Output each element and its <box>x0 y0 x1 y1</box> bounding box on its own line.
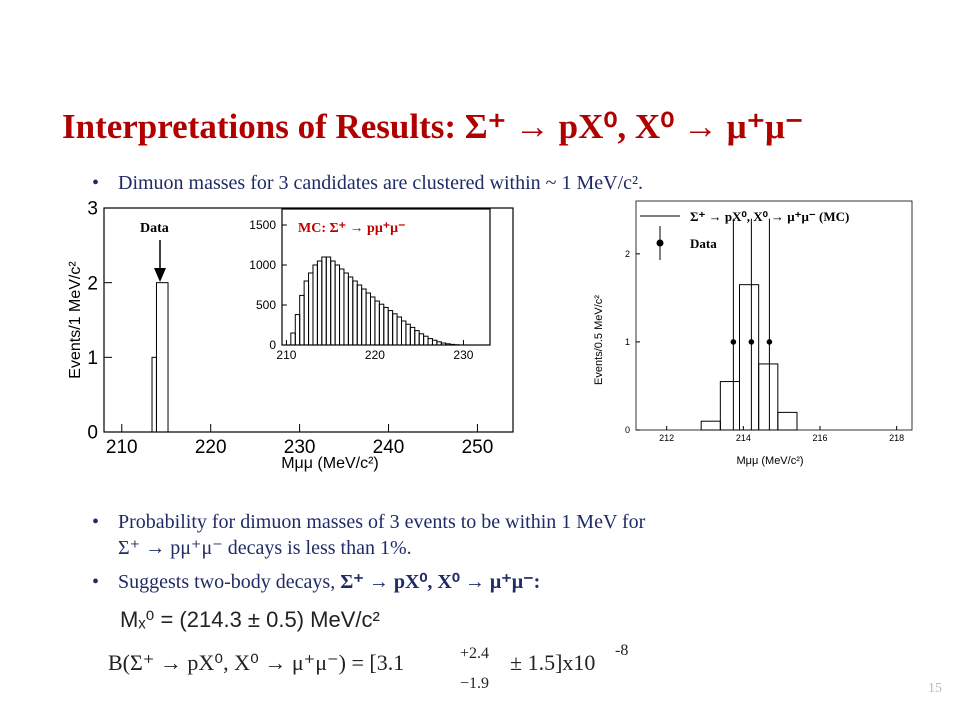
legend-marker <box>657 240 664 247</box>
x-tick-label: 214 <box>736 433 751 443</box>
x-tick-label: 220 <box>365 348 385 362</box>
y-tick-label: 0 <box>269 338 276 352</box>
y-tick-label: 500 <box>256 298 276 312</box>
y-axis-label: Events/0.5 MeV/c² <box>593 295 605 385</box>
x-axis-label: Mμμ (MeV/c²) <box>736 455 803 467</box>
x-tick-label: 216 <box>812 433 827 443</box>
bullet-text: Dimuon masses for 3 candidates are clust… <box>118 172 643 194</box>
bullet-text: Σ⁺ → pμ⁺μ⁻ decays is less than 1%. <box>118 537 412 559</box>
formula-br: B(Σ⁺ → pX⁰, X⁰ → μ⁺μ⁻) = [3.1 <box>108 650 404 675</box>
formula-br-lower: −1.9 <box>460 675 489 692</box>
y-tick-label: 2 <box>625 249 630 259</box>
histogram-bar <box>450 344 454 345</box>
y-tick-label: 1 <box>625 337 630 347</box>
bullet-text: Suggests two-body decays, Σ⁺ → pX⁰, X⁰ →… <box>118 571 540 593</box>
bullet-text-bold: Σ⁺ → pX⁰, X⁰ → μ⁺μ⁻: <box>340 571 540 593</box>
formula-br-exponent: -8 <box>615 642 628 659</box>
x-tick-label: 220 <box>195 437 227 458</box>
bullet-text: Probability for dimuon masses of 3 event… <box>118 511 646 533</box>
y-tick-label: 2 <box>87 273 98 294</box>
x-tick-label: 218 <box>889 433 904 443</box>
bullet-text: Suggests two-body decays, <box>118 571 340 593</box>
bullet-mark: • <box>92 511 99 533</box>
annotation: MC: Σ⁺ → pμ⁺μ⁻ <box>298 221 405 236</box>
legend-label: Data <box>690 236 717 251</box>
formula-mass: Mₓ⁰ = (214.3 ± 0.5) MeV/c² <box>120 607 380 632</box>
data-point <box>767 339 773 345</box>
x-tick-label: 210 <box>276 348 296 362</box>
x-tick-label: 210 <box>106 437 138 458</box>
bullet-mark: • <box>92 571 99 593</box>
y-tick-label: 1500 <box>249 218 276 232</box>
x-axis-label: Mμμ (MeV/c²) <box>281 455 379 472</box>
page-number: 15 <box>928 681 942 696</box>
plot-frame <box>636 201 912 430</box>
y-tick-label: 0 <box>625 425 630 435</box>
slide-title: Interpretations of Results: Σ⁺ → pX⁰, X⁰… <box>62 107 803 146</box>
data-point <box>749 339 755 345</box>
legend-label: Σ⁺ → pX⁰, X⁰ → μ⁺μ⁻ (MC) <box>690 209 849 224</box>
y-axis-label: Events/1 MeV/c² <box>67 261 84 379</box>
formula-br: ± 1.5]x10 <box>510 650 595 675</box>
data-point <box>731 339 737 345</box>
annotation: Data <box>140 221 169 236</box>
y-tick-label: 1000 <box>249 258 276 272</box>
x-tick-label: 250 <box>462 437 494 458</box>
x-tick-label: 230 <box>453 348 473 362</box>
y-tick-label: 1 <box>87 348 98 369</box>
y-tick-label: 0 <box>87 423 98 444</box>
x-tick-label: 212 <box>659 433 674 443</box>
y-tick-label: 3 <box>87 199 98 220</box>
bullet-mark: • <box>92 172 99 194</box>
formula-br-upper: +2.4 <box>460 645 489 662</box>
